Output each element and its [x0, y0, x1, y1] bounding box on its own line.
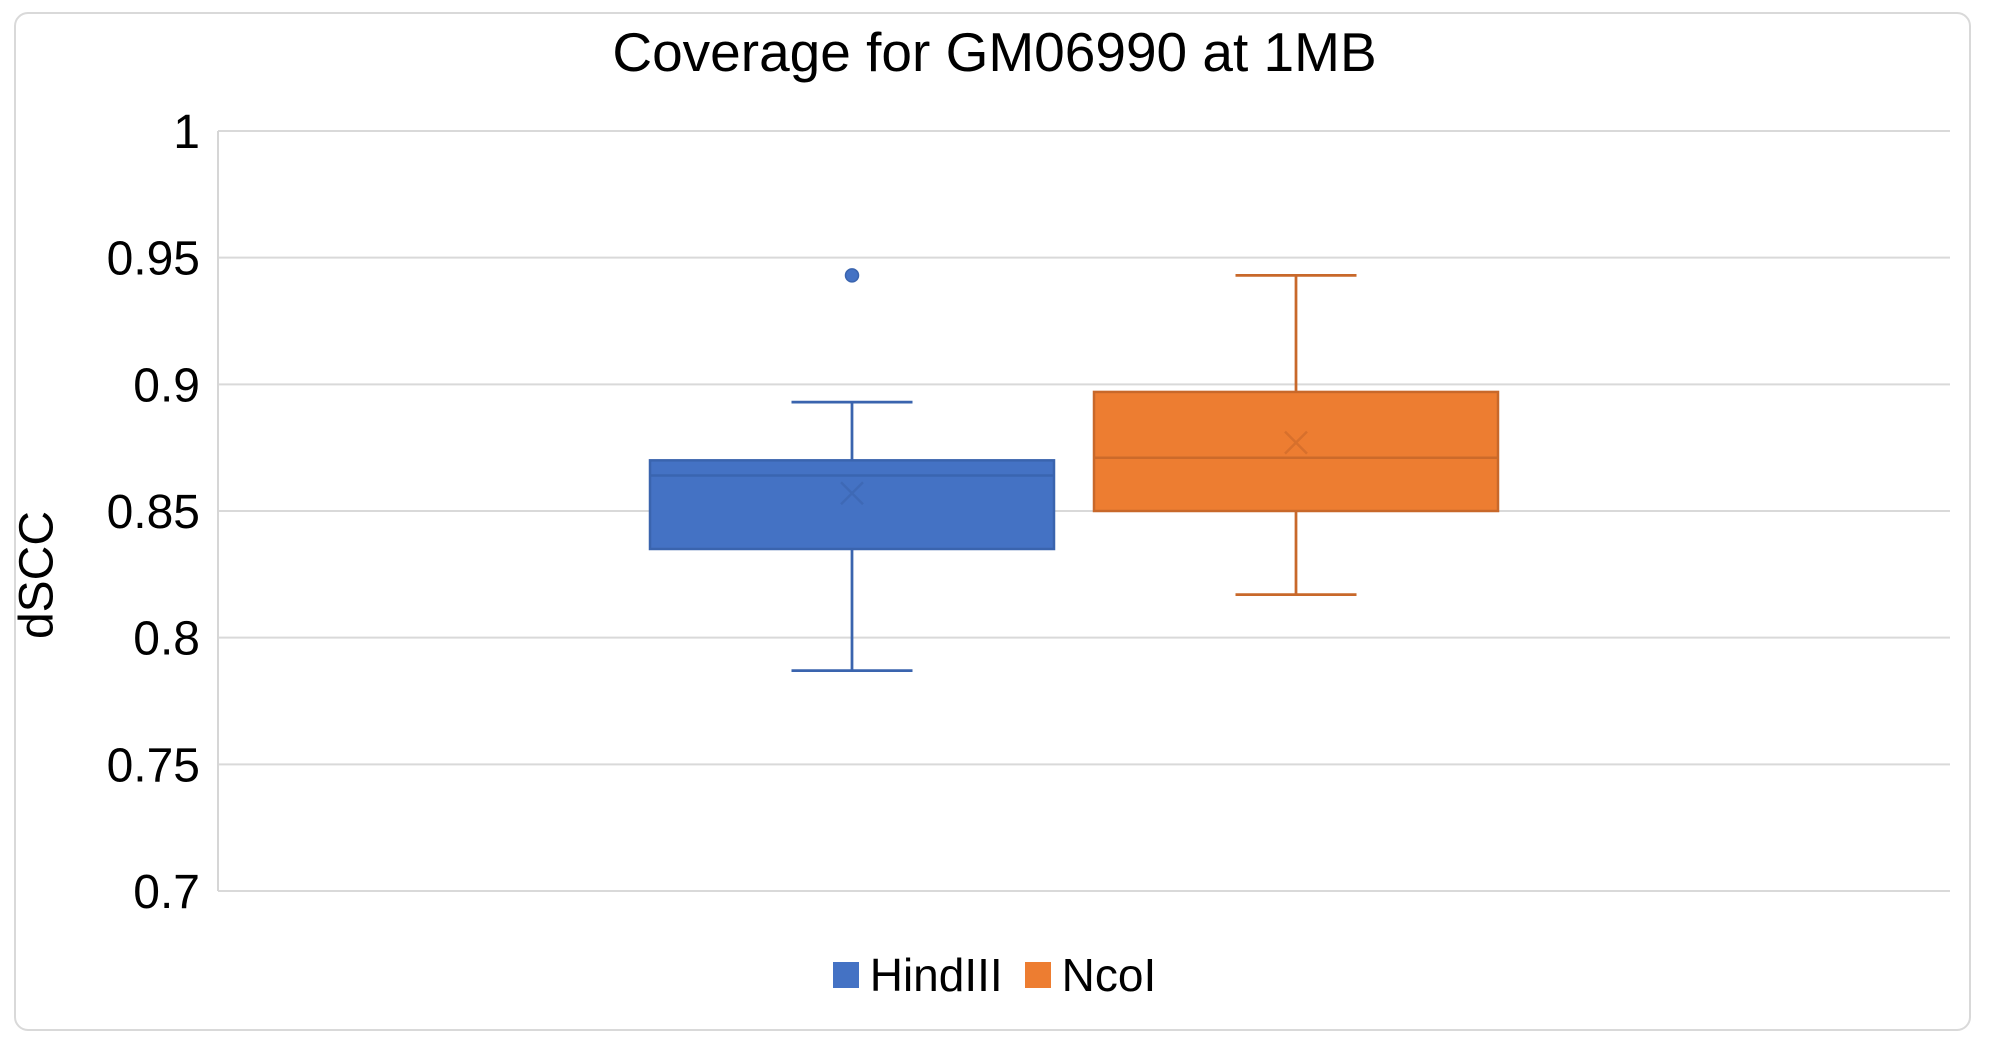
y-tick-label: 0.85 — [107, 486, 200, 539]
y-tick-label: 1 — [173, 106, 200, 159]
legend: HindIII NcoI — [0, 948, 1989, 1002]
legend-item-hindiii: HindIII — [832, 948, 1003, 1002]
box — [1092, 390, 1500, 513]
y-tick-label: 0.75 — [107, 739, 200, 792]
legend-label: HindIII — [869, 949, 1003, 1001]
legend-swatch-icon — [1024, 962, 1051, 988]
y-tick-label: 0.8 — [133, 613, 200, 666]
legend-swatch-icon — [832, 962, 859, 988]
legend-label: NcoI — [1061, 949, 1157, 1001]
y-tick-label: 0.95 — [107, 233, 200, 286]
y-tick-label: 0.7 — [133, 866, 200, 919]
chart-title: Coverage for GM06990 at 1MB — [612, 21, 1377, 83]
mean-marker — [1284, 430, 1308, 455]
outlier-point — [844, 268, 860, 283]
mean-marker — [840, 481, 864, 506]
legend-item-ncoi: NcoI — [1024, 948, 1157, 1002]
y-tick-label: 0.9 — [133, 359, 200, 412]
box — [648, 459, 1056, 551]
